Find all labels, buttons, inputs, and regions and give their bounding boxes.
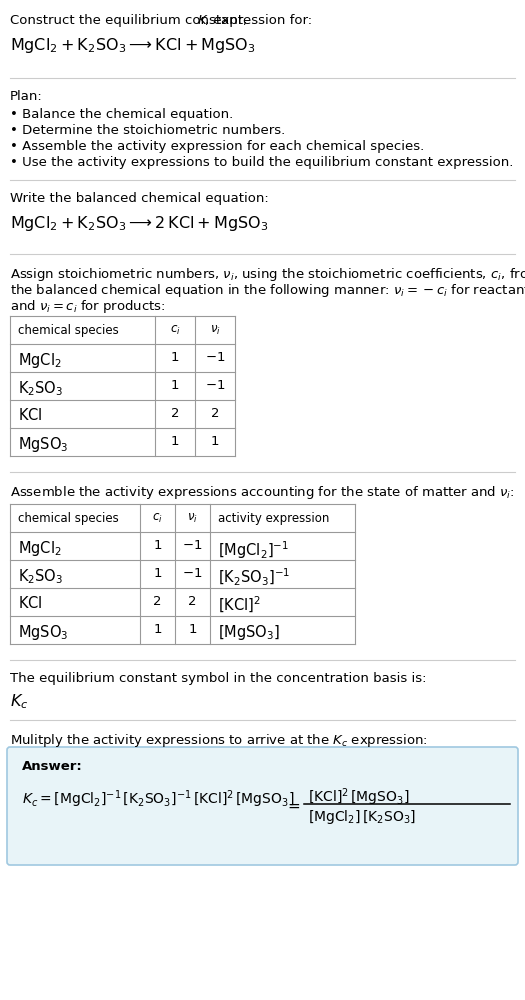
Text: $\mathregular{[MgSO_3]}$: $\mathregular{[MgSO_3]}$ [218, 623, 280, 642]
Text: Plan:: Plan: [10, 90, 43, 103]
Text: $-1$: $-1$ [205, 351, 225, 364]
Text: $\mathregular{MgCl_2 + K_2SO_3 \longrightarrow 2\, KCl + MgSO_3}$: $\mathregular{MgCl_2 + K_2SO_3 \longrigh… [10, 214, 268, 233]
Text: $\mathregular{MgCl_2}$: $\mathregular{MgCl_2}$ [18, 351, 62, 370]
Text: 1: 1 [171, 379, 179, 392]
Text: K: K [198, 14, 207, 27]
Text: Write the balanced chemical equation:: Write the balanced chemical equation: [10, 192, 269, 205]
Text: Answer:: Answer: [22, 760, 83, 773]
Text: 2: 2 [153, 595, 162, 608]
Text: chemical species: chemical species [18, 512, 119, 525]
Text: 1: 1 [211, 435, 219, 448]
Text: Assign stoichiometric numbers, $\nu_i$, using the stoichiometric coefficients, $: Assign stoichiometric numbers, $\nu_i$, … [10, 266, 525, 283]
Text: 2: 2 [171, 407, 179, 420]
Text: $\mathregular{MgCl_2 + K_2SO_3 \longrightarrow KCl + MgSO_3}$: $\mathregular{MgCl_2 + K_2SO_3 \longrigh… [10, 36, 256, 55]
Text: $K_c$: $K_c$ [10, 692, 28, 711]
Text: $-1$: $-1$ [205, 379, 225, 392]
Text: $\mathregular{[MgCl_2]^{-1}}$: $\mathregular{[MgCl_2]^{-1}}$ [218, 539, 289, 561]
Text: activity expression: activity expression [218, 512, 329, 525]
Text: $-1$: $-1$ [182, 567, 203, 580]
Text: $\mathregular{K_2SO_3}$: $\mathregular{K_2SO_3}$ [18, 567, 64, 586]
Text: $\nu_i$: $\nu_i$ [187, 512, 198, 525]
Text: $\mathregular{K_2SO_3}$: $\mathregular{K_2SO_3}$ [18, 379, 64, 398]
Text: and $\nu_i = c_i$ for products:: and $\nu_i = c_i$ for products: [10, 298, 165, 315]
Text: $-1$: $-1$ [182, 539, 203, 552]
Text: 1: 1 [153, 539, 162, 552]
Text: $\mathregular{KCl}$: $\mathregular{KCl}$ [18, 595, 43, 611]
Text: The equilibrium constant symbol in the concentration basis is:: The equilibrium constant symbol in the c… [10, 672, 426, 685]
Text: chemical species: chemical species [18, 324, 119, 337]
Text: $[\mathrm{KCl}]^2\,[\mathrm{MgSO_3}]$: $[\mathrm{KCl}]^2\,[\mathrm{MgSO_3}]$ [308, 786, 410, 808]
Text: $\mathregular{MgSO_3}$: $\mathregular{MgSO_3}$ [18, 435, 68, 454]
Text: Assemble the activity expressions accounting for the state of matter and $\nu_i$: Assemble the activity expressions accoun… [10, 484, 514, 501]
FancyBboxPatch shape [7, 747, 518, 865]
Text: $\nu_i$: $\nu_i$ [209, 324, 220, 337]
Text: 1: 1 [171, 435, 179, 448]
Text: $c_i$: $c_i$ [152, 512, 163, 525]
Text: $\mathregular{MgCl_2}$: $\mathregular{MgCl_2}$ [18, 539, 62, 558]
Text: 1: 1 [188, 623, 197, 636]
Text: $\mathregular{MgSO_3}$: $\mathregular{MgSO_3}$ [18, 623, 68, 642]
Text: Mulitply the activity expressions to arrive at the $K_c$ expression:: Mulitply the activity expressions to arr… [10, 732, 428, 749]
Text: 2: 2 [188, 595, 197, 608]
Text: , expression for:: , expression for: [205, 14, 312, 27]
Text: $\mathregular{KCl}$: $\mathregular{KCl}$ [18, 407, 43, 423]
Text: 2: 2 [211, 407, 219, 420]
Text: • Assemble the activity expression for each chemical species.: • Assemble the activity expression for e… [10, 140, 424, 153]
Text: 1: 1 [153, 567, 162, 580]
Text: the balanced chemical equation in the following manner: $\nu_i = -c_i$ for react: the balanced chemical equation in the fo… [10, 282, 525, 299]
Text: $c_i$: $c_i$ [170, 324, 181, 337]
Text: $=$: $=$ [285, 798, 301, 813]
Text: 1: 1 [153, 623, 162, 636]
Text: • Determine the stoichiometric numbers.: • Determine the stoichiometric numbers. [10, 124, 285, 137]
Text: • Use the activity expressions to build the equilibrium constant expression.: • Use the activity expressions to build … [10, 156, 513, 169]
Text: $K_c = [\mathrm{MgCl_2}]^{-1}\,[\mathrm{K_2SO_3}]^{-1}\,[\mathrm{KCl}]^2\,[\math: $K_c = [\mathrm{MgCl_2}]^{-1}\,[\mathrm{… [22, 788, 295, 810]
Text: 1: 1 [171, 351, 179, 364]
Text: $\mathregular{[KCl]^2}$: $\mathregular{[KCl]^2}$ [218, 595, 261, 615]
Text: $\mathregular{[K_2SO_3]^{-1}}$: $\mathregular{[K_2SO_3]^{-1}}$ [218, 567, 290, 588]
Text: Construct the equilibrium constant,: Construct the equilibrium constant, [10, 14, 251, 27]
Text: $[\mathrm{MgCl_2}]\,[\mathrm{K_2SO_3}]$: $[\mathrm{MgCl_2}]\,[\mathrm{K_2SO_3}]$ [308, 808, 416, 826]
Text: • Balance the chemical equation.: • Balance the chemical equation. [10, 108, 233, 121]
